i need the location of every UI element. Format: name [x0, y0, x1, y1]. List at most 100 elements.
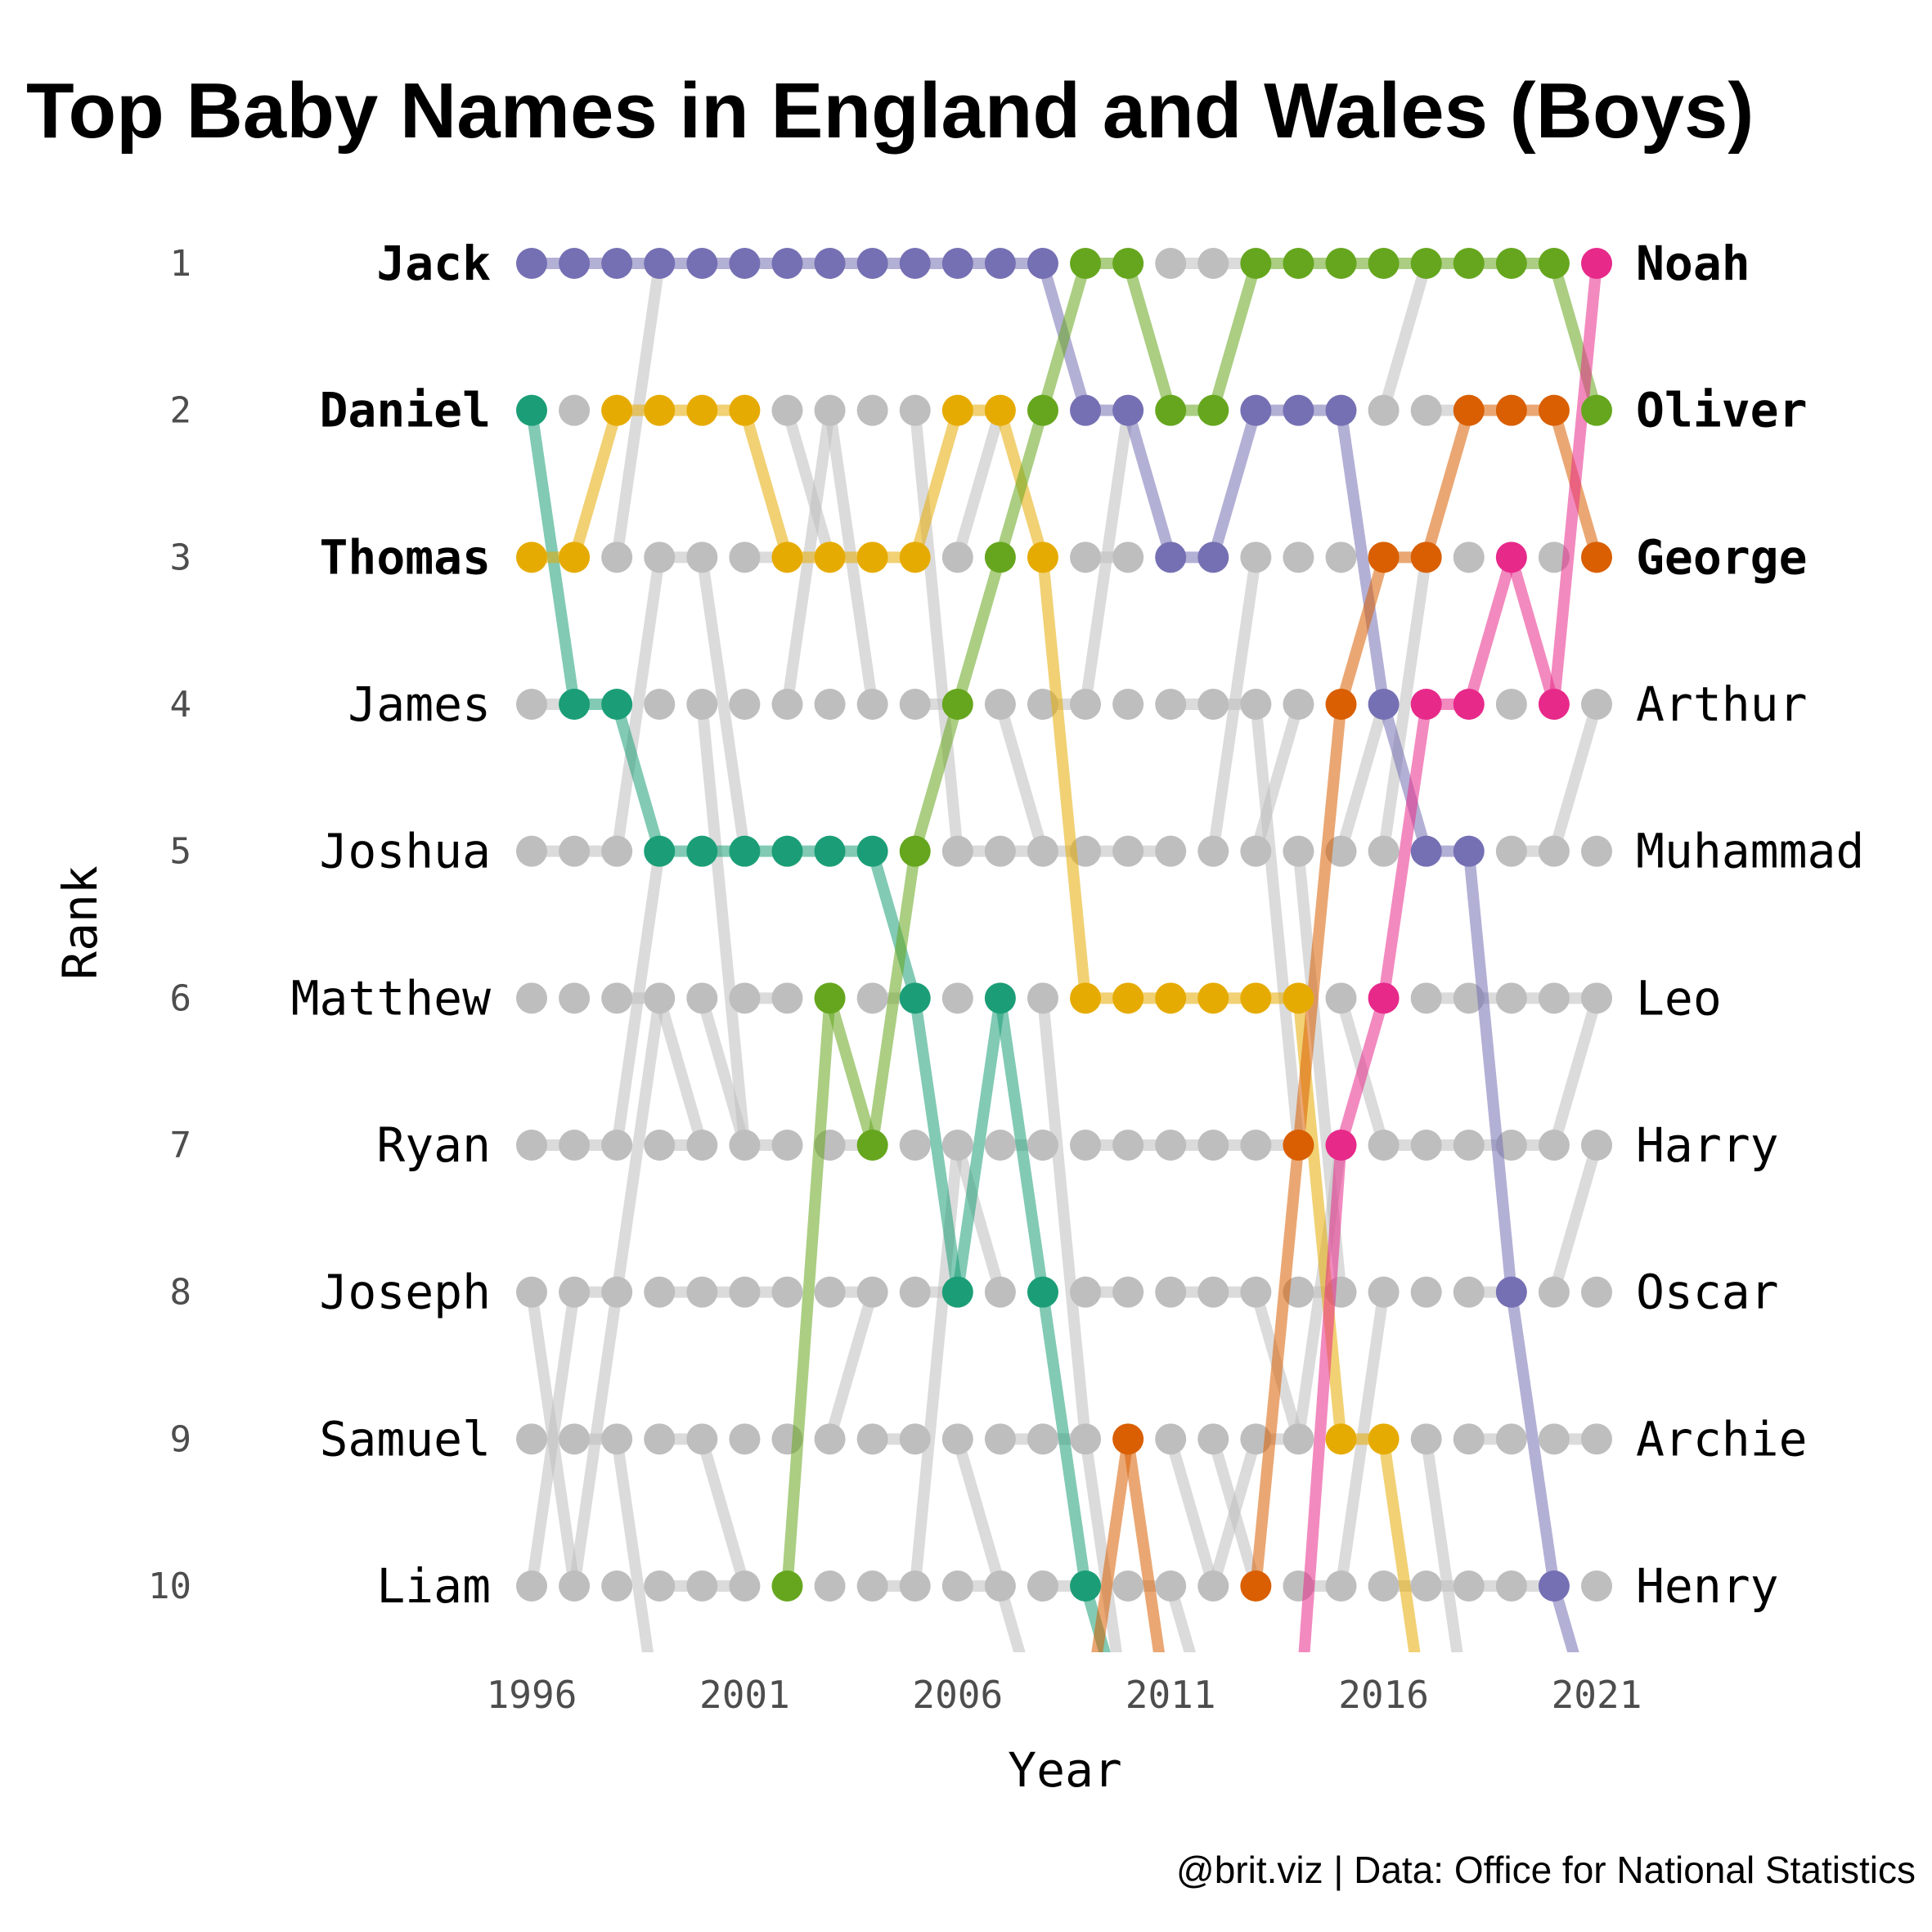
series-point-jack — [1027, 248, 1058, 279]
series-line-daniel — [994, 992, 1049, 1298]
background-line-segment — [611, 992, 666, 1298]
background-point — [1495, 1423, 1527, 1455]
background-point — [1453, 541, 1485, 573]
series-point-george — [1325, 689, 1357, 720]
background-point — [1112, 1570, 1144, 1602]
series-point-thomas — [1197, 982, 1229, 1014]
series-point-jack — [559, 248, 591, 279]
right-name-label: Harry — [1636, 1117, 1779, 1173]
series-point-thomas — [771, 541, 803, 573]
background-point — [1155, 1423, 1187, 1455]
background-line-segment — [1548, 1139, 1602, 1298]
background-point — [1325, 982, 1357, 1014]
series-line-george — [1335, 551, 1390, 710]
background-point — [1240, 541, 1272, 573]
left-name-label: James — [348, 676, 491, 732]
background-line-segment — [654, 992, 708, 1151]
background-point — [559, 394, 591, 426]
series-line-oliver — [951, 551, 1006, 710]
series-point-jack — [1070, 394, 1102, 426]
background-point — [1240, 835, 1272, 867]
series-point-daniel — [984, 982, 1016, 1014]
background-point — [856, 982, 888, 1014]
left-name-label: Jack — [376, 236, 491, 291]
series-point-george — [1581, 541, 1612, 573]
background-point — [1070, 1276, 1102, 1308]
background-point — [1538, 1130, 1570, 1161]
series-point-jack — [729, 248, 761, 279]
series-line-oliver — [824, 992, 878, 1151]
background-point — [1581, 689, 1612, 720]
right-name-label: George — [1636, 529, 1808, 585]
background-line-segment — [1165, 1580, 1196, 1652]
series-point-jack — [601, 248, 633, 279]
series-point-oliver — [814, 982, 846, 1014]
series-line-oliver — [1036, 258, 1092, 416]
background-line-segment — [1207, 1433, 1262, 1592]
series-point-thomas — [1240, 982, 1272, 1014]
background-line-segment — [696, 992, 751, 1151]
background-point — [644, 1423, 676, 1455]
background-point — [1581, 1276, 1612, 1308]
background-point — [899, 1570, 931, 1602]
background-point — [729, 982, 761, 1014]
background-point — [899, 394, 931, 426]
background-line-segment — [1207, 551, 1262, 857]
background-point — [1070, 1423, 1102, 1455]
series-point-thomas — [1027, 541, 1058, 573]
series-point-daniel — [729, 835, 761, 867]
background-point — [1283, 835, 1314, 867]
series-point-thomas — [984, 394, 1016, 426]
chart-title: Top Baby Names in England and Wales (Boy… — [26, 67, 1754, 155]
series-point-george — [1538, 394, 1570, 426]
background-line-segment — [1377, 551, 1432, 857]
series-line-noah — [1548, 258, 1602, 710]
background-point — [856, 1423, 888, 1455]
year-tick-label: 2006 — [912, 1673, 1003, 1717]
series-line-thomas — [1377, 1433, 1421, 1652]
background-point — [1581, 1570, 1612, 1602]
series-point-jack — [814, 248, 846, 279]
background-point — [729, 1423, 761, 1455]
background-point — [686, 1423, 718, 1455]
series-point-thomas — [856, 541, 888, 573]
background-point — [644, 541, 676, 573]
series-point-jack — [1495, 1276, 1527, 1308]
background-point — [984, 1423, 1016, 1455]
series-point-noah — [1325, 1130, 1357, 1161]
year-tick-label: 2011 — [1126, 1673, 1216, 1717]
highlight-points — [516, 248, 1612, 1602]
background-point — [1581, 835, 1612, 867]
background-point — [1453, 1570, 1485, 1602]
series-line-jack — [1335, 404, 1390, 710]
background-point — [1495, 835, 1527, 867]
background-line-segment — [696, 699, 751, 1151]
series-point-george — [1453, 394, 1485, 426]
background-point — [941, 982, 973, 1014]
background-point — [771, 982, 803, 1014]
background-point — [644, 689, 676, 720]
background-point — [1538, 982, 1570, 1014]
series-point-oliver — [1197, 394, 1229, 426]
series-point-noah — [1495, 541, 1527, 573]
y-axis-title: Rank — [52, 865, 108, 980]
series-point-jack — [1325, 394, 1357, 426]
series-point-thomas — [899, 541, 931, 573]
series-point-daniel — [644, 835, 676, 867]
background-point — [516, 689, 547, 720]
background-point — [1410, 1276, 1442, 1308]
series-line-jack — [1505, 1286, 1560, 1592]
year-tick-label: 1996 — [487, 1673, 577, 1717]
background-line-segment — [1548, 699, 1602, 857]
background-point — [1410, 982, 1442, 1014]
background-point — [984, 689, 1016, 720]
series-point-noah — [1453, 689, 1485, 720]
series-line-daniel — [1080, 1580, 1111, 1652]
series-point-oliver — [1325, 248, 1357, 279]
background-point — [1325, 541, 1357, 573]
series-line-jack — [1548, 1580, 1579, 1652]
series-line-oliver — [866, 845, 921, 1151]
rank-tick-label: 5 — [170, 831, 192, 873]
left-name-label: Ryan — [376, 1117, 491, 1173]
background-point — [1112, 541, 1144, 573]
